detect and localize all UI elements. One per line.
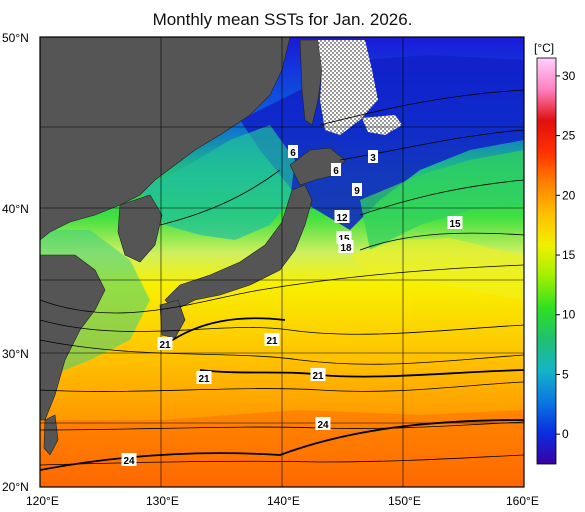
contour-label-box [310, 368, 326, 381]
colorbar-tick-label: 10 [562, 308, 576, 322]
sea-ice [318, 40, 378, 135]
lat-tick-40: 40°N [2, 202, 29, 216]
land-china-coast [40, 254, 106, 421]
contour-label: 21 [312, 371, 324, 382]
lat-tick-20: 20°N [2, 480, 29, 494]
contour-label: 9 [354, 186, 360, 197]
graticule [40, 37, 524, 487]
contour-label-box [315, 417, 331, 430]
contour-label: 21 [159, 340, 171, 351]
colorbar-unit: [°C] [534, 41, 554, 55]
contour-label-box [288, 145, 298, 158]
land-honshu [164, 184, 313, 311]
land-asia [40, 37, 291, 241]
contour-label-box [447, 216, 463, 229]
contour-label-box [334, 210, 350, 223]
subarctic-front [360, 150, 524, 250]
contour-label: 15 [449, 219, 461, 230]
contour-label-box [331, 163, 341, 176]
contour-label: 3 [370, 153, 376, 164]
contour-label: 6 [333, 166, 339, 177]
contour-label-box [352, 183, 362, 196]
land-sakhalin [299, 39, 323, 126]
lon-tick-160: 160°E [506, 494, 539, 508]
contour-label-box [368, 150, 378, 163]
colorbar-ticks: 0 5 10 15 20 25 30 [556, 69, 576, 441]
land-kyushu [159, 299, 186, 339]
contour-label: 12 [336, 213, 348, 224]
colorbar-tick-label: 15 [562, 248, 576, 262]
contour-label: 24 [317, 420, 329, 431]
contour-label: 6 [290, 148, 296, 159]
contour-label: 21 [198, 374, 210, 385]
map-title: Monthly mean SSTs for Jan. 2026. [152, 10, 413, 29]
land-taiwan [43, 414, 59, 456]
contour-label-box [157, 337, 173, 350]
contour-label: 15 [338, 234, 350, 245]
lon-tick-120: 120°E [26, 494, 59, 508]
contour-label: 24 [123, 456, 135, 467]
sea-ice-kuril [362, 115, 402, 135]
kuroshio-front [350, 238, 524, 300]
lat-tick-30: 30°N [2, 347, 29, 361]
contour-label: 21 [266, 336, 278, 347]
contour-label-box [338, 240, 354, 253]
colorbar [536, 57, 557, 465]
colorbar-tick-label: 25 [562, 129, 576, 143]
lon-tick-140: 140°E [267, 494, 300, 508]
colorbar-tick-label: 20 [562, 188, 576, 202]
contour-label-box [264, 333, 280, 346]
colorbar-tick-label: 0 [562, 427, 569, 441]
colorbar-tick-label: 30 [562, 69, 576, 83]
contour-label-box [121, 453, 137, 466]
sea-of-japan [140, 125, 295, 240]
land-korea [117, 194, 163, 263]
contour-label-box [196, 371, 212, 384]
major-isotherms [40, 317, 524, 471]
lat-tick-50: 50°N [2, 31, 29, 45]
contour-label: 18 [340, 243, 352, 254]
colorbar-tick-label: 5 [562, 367, 569, 381]
lon-tick-130: 130°E [146, 494, 179, 508]
map-frame [39, 36, 525, 488]
lon-tick-150: 150°E [388, 494, 421, 508]
